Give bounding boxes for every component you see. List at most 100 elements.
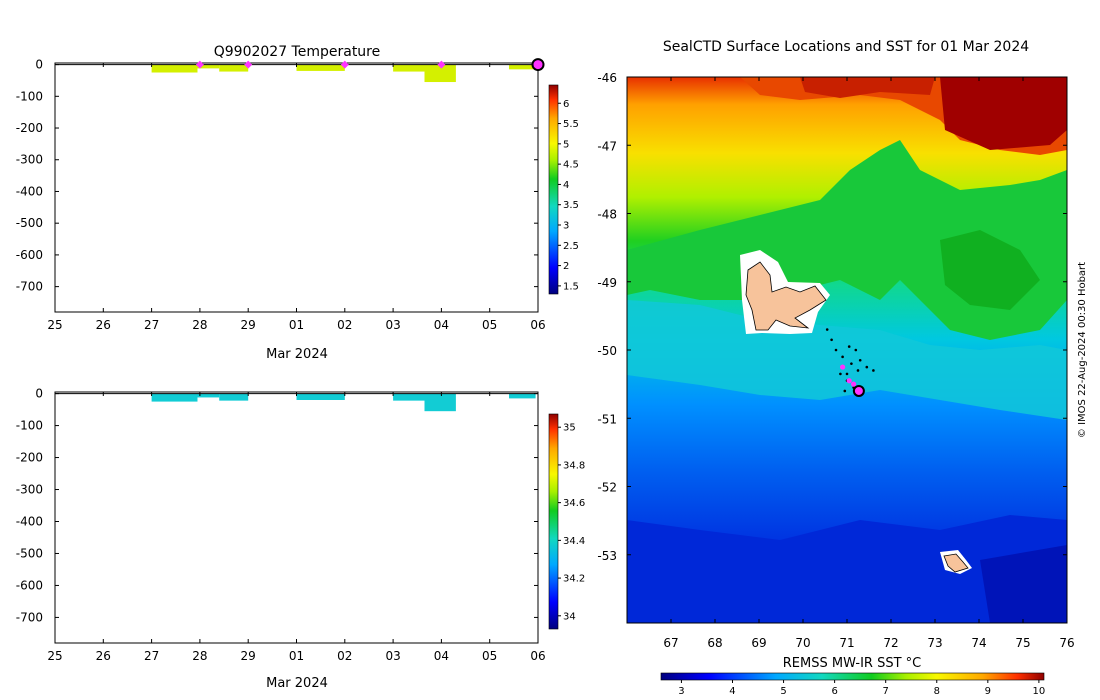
x-tick-label: 27 — [144, 318, 159, 332]
sst-map-panel: SealCTD Surface Locations and SST for 01… — [597, 39, 1088, 697]
temperature-bars — [55, 64, 538, 83]
x-tick-label: 28 — [192, 649, 207, 663]
temperature-colorbar — [548, 84, 559, 295]
sst-hot-edge — [800, 77, 935, 98]
colorbar-tick-label: 3.5 — [563, 200, 579, 211]
y-tick-label: 0 — [35, 58, 43, 72]
x-tick-label: 25 — [47, 649, 62, 663]
salinity-bars — [55, 393, 538, 412]
map-colorbar-label: REMSS MW-IR SST °C — [783, 656, 922, 671]
colorbar-tick-label: 4 — [563, 180, 569, 191]
map-x-tick-label: 67 — [663, 636, 678, 650]
salinity-axes-frame — [54, 391, 539, 644]
x-tick-label: 29 — [241, 649, 256, 663]
colorbar-tick-label: 5 — [563, 139, 569, 150]
colorbar-tick-label: 1.5 — [563, 281, 579, 292]
temperature-profile-bar — [151, 64, 198, 73]
colorbar-tick-label: 34.4 — [563, 536, 585, 547]
colorbar-tick-label: 34 — [563, 611, 576, 622]
track-point — [825, 328, 829, 331]
colorbar-tick-label: 34.6 — [563, 498, 585, 509]
heard-land — [943, 553, 969, 573]
map-y-tick-label: -49 — [597, 276, 617, 290]
y-tick-label: -200 — [16, 451, 43, 465]
map-y-tick-label: -47 — [597, 139, 617, 153]
x-tick-label: 04 — [434, 318, 449, 332]
map-colorbar-tick-label: 3 — [678, 686, 684, 697]
temperature-profile-bar — [219, 64, 249, 72]
map-y-tick-label: -52 — [597, 481, 617, 495]
salinity-profile-bar — [219, 393, 249, 401]
track-point — [872, 369, 875, 372]
map-y-tick-label: -50 — [597, 344, 617, 358]
x-tick-label: 26 — [96, 649, 111, 663]
sst-deep-region — [627, 515, 1067, 623]
y-tick-label: -700 — [16, 280, 43, 294]
x-tick-label: 06 — [530, 318, 545, 332]
sst-hot-region — [760, 77, 1067, 150]
y-tick-label: -600 — [16, 578, 43, 592]
temperature-axes-frame — [54, 62, 539, 313]
x-tick-label: 02 — [337, 318, 352, 332]
sst-deepest-region — [980, 545, 1067, 623]
map-y-ticks: -46 -47 -48 -49 -50 -51 -52 -53 — [597, 71, 1067, 563]
map-y-tick-label: -51 — [597, 412, 617, 426]
x-tick-label: 01 — [289, 649, 304, 663]
x-tick-label: 05 — [482, 318, 497, 332]
map-x-tick-label: 75 — [1015, 636, 1030, 650]
map-colorbar-tick-label: 4 — [729, 686, 735, 697]
track-point — [841, 355, 844, 359]
map-y-tick-label: -48 — [597, 208, 617, 222]
track-surface-marker — [840, 364, 846, 370]
map-x-tick-label: 72 — [883, 636, 898, 650]
heard-island — [940, 550, 972, 574]
salinity-profile-bar — [197, 393, 220, 398]
x-tick-label: 02 — [337, 649, 352, 663]
temperature-y-ticks: 0 -100 -200 -300 -400 -500 -600 -700 — [16, 58, 538, 294]
y-tick-label: -400 — [16, 514, 43, 528]
y-tick-label: -400 — [16, 184, 43, 198]
sst-green-core — [940, 230, 1040, 310]
map-colorbar-tick-label: 6 — [831, 686, 837, 697]
y-tick-label: -300 — [16, 153, 43, 167]
track-surface-marker — [851, 381, 857, 387]
track-point — [834, 348, 838, 352]
temperature-profile-bar — [424, 64, 456, 83]
colorbar-tick-label: 6 — [563, 99, 569, 110]
y-tick-label: -100 — [16, 89, 43, 103]
x-tick-label: 06 — [530, 649, 545, 663]
kerguelen-island — [740, 250, 830, 334]
track-point — [843, 389, 847, 393]
salinity-profile-bar — [296, 393, 345, 400]
track-point — [830, 338, 833, 342]
y-tick-label: -300 — [16, 483, 43, 497]
salinity-profile-bar — [424, 393, 456, 412]
map-colorbar-tick-label: 5 — [780, 686, 786, 697]
salinity-profile-bar — [509, 393, 536, 399]
temperature-surface-markers — [195, 58, 545, 72]
surface-marker — [340, 60, 349, 69]
salinity-y-ticks: 0 -100 -200 -300 -400 -500 -600 -700 — [16, 387, 538, 624]
y-tick-label: -500 — [16, 216, 43, 230]
colorbar-tick-label: 2.5 — [563, 241, 579, 252]
sst-cyan-band — [627, 300, 1067, 420]
map-y-tick-label: -53 — [597, 549, 617, 563]
track-surface-marker — [846, 378, 852, 384]
surface-marker — [437, 60, 446, 69]
colorbar-tick-label: 3 — [563, 221, 569, 232]
x-tick-label: 27 — [144, 649, 159, 663]
x-tick-label: 28 — [192, 318, 207, 332]
map-x-tick-label: 69 — [751, 636, 766, 650]
map-colorbar-tick-label: 9 — [985, 686, 991, 697]
track-point — [847, 345, 851, 348]
map-x-tick-label: 74 — [971, 636, 986, 650]
x-tick-label: 04 — [434, 649, 449, 663]
kerguelen-land — [745, 261, 827, 331]
salinity-xlabel: Mar 2024 — [266, 676, 328, 691]
map-x-tick-label: 73 — [927, 636, 942, 650]
colorbar-tick-label: 34.8 — [563, 460, 585, 471]
y-tick-label: -700 — [16, 610, 43, 624]
imos-credit: © IMOS 22-Aug-2024 00:30 Hobart — [1077, 262, 1088, 438]
y-tick-label: -100 — [16, 419, 43, 433]
